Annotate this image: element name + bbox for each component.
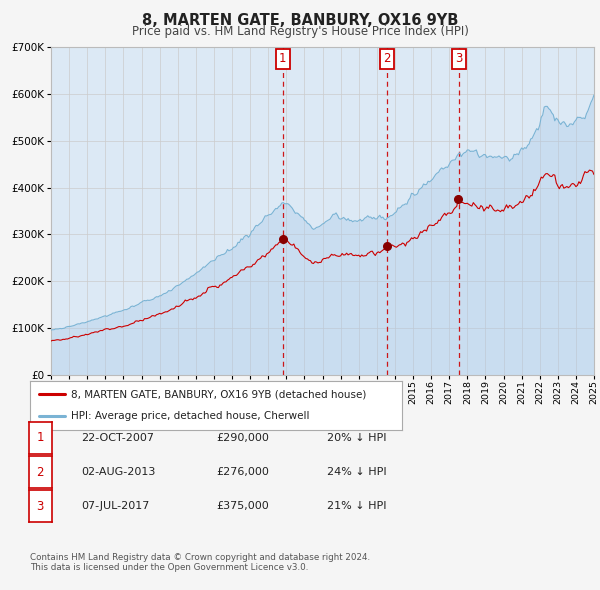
Text: 2: 2 xyxy=(37,466,44,478)
Text: 21% ↓ HPI: 21% ↓ HPI xyxy=(327,502,386,511)
Text: 8, MARTEN GATE, BANBURY, OX16 9YB (detached house): 8, MARTEN GATE, BANBURY, OX16 9YB (detac… xyxy=(71,389,366,399)
Text: £276,000: £276,000 xyxy=(216,467,269,477)
Text: HPI: Average price, detached house, Cherwell: HPI: Average price, detached house, Cher… xyxy=(71,411,310,421)
Text: 24% ↓ HPI: 24% ↓ HPI xyxy=(327,467,386,477)
Text: 2: 2 xyxy=(383,53,391,65)
Text: 22-OCT-2007: 22-OCT-2007 xyxy=(81,433,154,442)
Text: This data is licensed under the Open Government Licence v3.0.: This data is licensed under the Open Gov… xyxy=(30,563,308,572)
Text: Price paid vs. HM Land Registry's House Price Index (HPI): Price paid vs. HM Land Registry's House … xyxy=(131,25,469,38)
Text: Contains HM Land Registry data © Crown copyright and database right 2024.: Contains HM Land Registry data © Crown c… xyxy=(30,553,370,562)
Text: 3: 3 xyxy=(455,53,462,65)
Text: 20% ↓ HPI: 20% ↓ HPI xyxy=(327,433,386,442)
Text: £375,000: £375,000 xyxy=(216,502,269,511)
Text: 1: 1 xyxy=(37,431,44,444)
Text: 3: 3 xyxy=(37,500,44,513)
Text: 8, MARTEN GATE, BANBURY, OX16 9YB: 8, MARTEN GATE, BANBURY, OX16 9YB xyxy=(142,13,458,28)
Text: 02-AUG-2013: 02-AUG-2013 xyxy=(81,467,155,477)
Text: 07-JUL-2017: 07-JUL-2017 xyxy=(81,502,149,511)
Text: £290,000: £290,000 xyxy=(216,433,269,442)
Text: 1: 1 xyxy=(279,53,287,65)
